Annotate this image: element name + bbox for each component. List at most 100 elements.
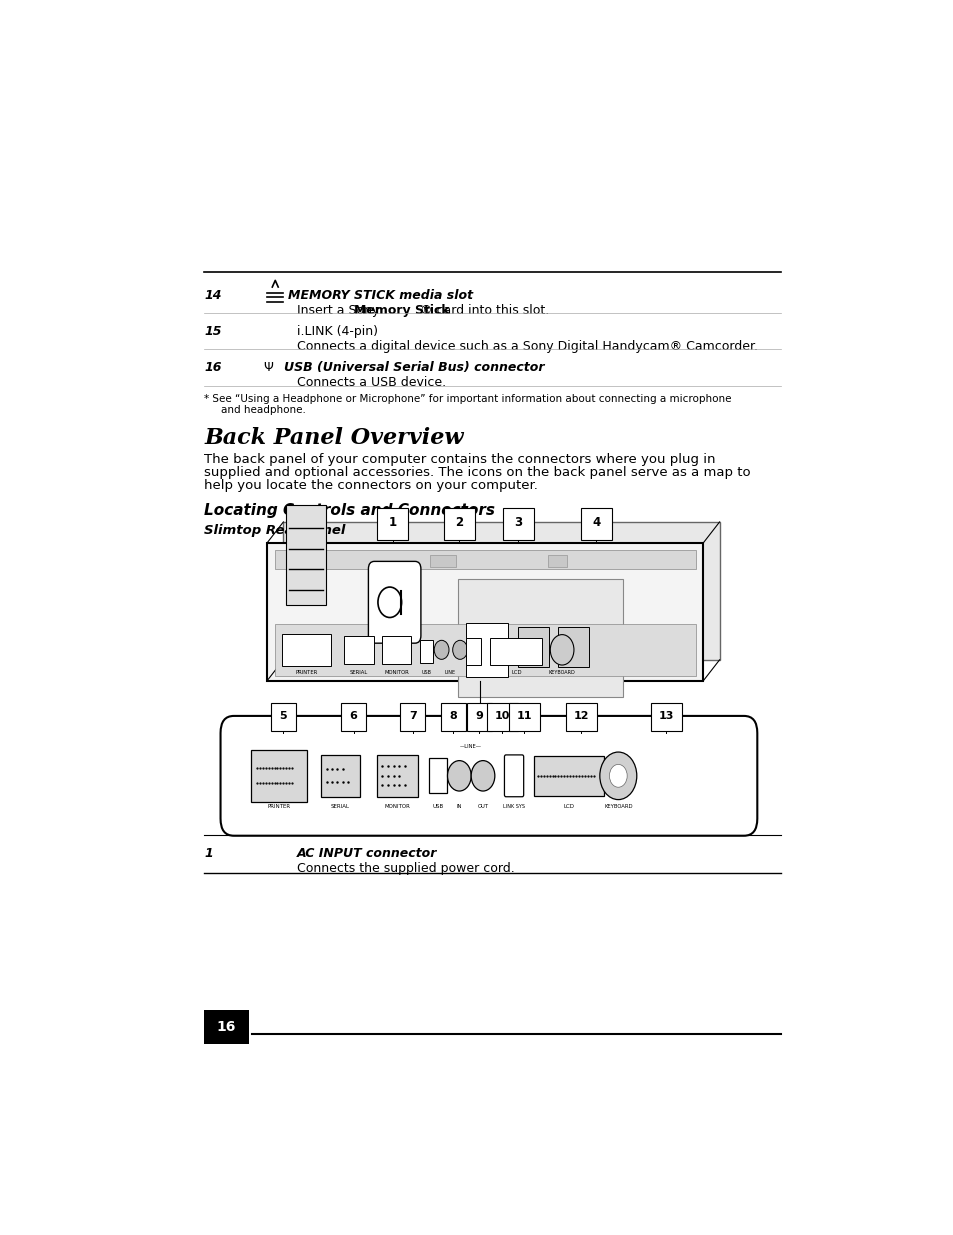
Text: 2: 2 [455,516,463,530]
Circle shape [609,764,626,787]
FancyBboxPatch shape [419,640,433,663]
Bar [274,624,696,676]
Text: USB: USB [432,804,443,809]
Text: LCD: LCD [511,671,521,676]
Text: OUT: OUT [476,804,488,809]
FancyBboxPatch shape [650,703,681,731]
Circle shape [471,761,495,792]
FancyBboxPatch shape [282,634,331,666]
FancyBboxPatch shape [429,758,446,793]
FancyBboxPatch shape [271,703,295,731]
Text: LINE: LINE [444,671,456,676]
FancyBboxPatch shape [565,703,597,731]
Bar [429,556,456,567]
Text: 6: 6 [350,711,357,721]
FancyBboxPatch shape [558,627,589,667]
Bar [547,556,566,567]
Text: ® card into this slot.: ® card into this slot. [419,304,549,317]
Bar [274,551,696,569]
FancyBboxPatch shape [440,703,465,731]
FancyBboxPatch shape [490,638,541,664]
Text: LCD: LCD [562,804,574,809]
FancyBboxPatch shape [368,562,420,643]
Text: Connects the supplied power cord.: Connects the supplied power cord. [296,862,514,876]
FancyBboxPatch shape [502,508,534,540]
Text: 1: 1 [388,516,396,530]
Bar [204,1010,249,1044]
FancyBboxPatch shape [504,755,523,797]
FancyBboxPatch shape [508,703,539,731]
Circle shape [434,640,449,659]
Text: and headphone.: and headphone. [220,405,305,415]
Text: KEYBOARD: KEYBOARD [548,671,575,676]
Circle shape [550,635,574,664]
FancyBboxPatch shape [376,755,417,797]
FancyBboxPatch shape [517,627,548,667]
Text: SERIAL: SERIAL [350,671,368,676]
FancyBboxPatch shape [267,543,702,680]
Text: 5: 5 [279,711,287,721]
Text: MONITOR: MONITOR [384,804,410,809]
FancyBboxPatch shape [466,703,492,731]
Text: 8: 8 [449,711,456,721]
Text: LINK SYS: LINK SYS [502,804,524,809]
Text: supplied and optional accessories. The icons on the back panel serve as a map to: supplied and optional accessories. The i… [204,466,750,479]
Bar [285,505,326,605]
Text: IN: IN [456,804,461,809]
Text: USB: USB [421,671,432,676]
Text: Memory Stick: Memory Stick [354,304,450,317]
Text: The back panel of your computer contains the connectors where you plug in: The back panel of your computer contains… [204,452,715,466]
FancyBboxPatch shape [443,508,475,540]
Text: —LINE—: —LINE— [459,745,481,750]
FancyBboxPatch shape [381,636,411,664]
Text: 11: 11 [517,711,532,721]
Text: Connects a digital device such as a Sony Digital Handycam® Camcorder.: Connects a digital device such as a Sony… [296,341,757,353]
Text: KEYBOARD: KEYBOARD [603,804,632,809]
Circle shape [599,752,637,799]
Text: 16: 16 [216,1020,236,1034]
Text: MONITOR: MONITOR [384,671,409,676]
Text: USB (Universal Serial Bus) connector: USB (Universal Serial Bus) connector [284,361,544,374]
Text: 7: 7 [409,711,416,721]
Text: 15: 15 [204,325,221,338]
FancyBboxPatch shape [321,755,359,797]
Text: PRINTER: PRINTER [294,671,317,676]
FancyBboxPatch shape [341,703,366,731]
Text: MEMORY STICK media slot: MEMORY STICK media slot [288,289,473,301]
Circle shape [453,640,467,659]
FancyBboxPatch shape [251,750,307,802]
Text: help you locate the connectors on your computer.: help you locate the connectors on your c… [204,479,537,492]
Text: 16: 16 [204,361,221,374]
Text: Insert a Sony: Insert a Sony [296,304,383,317]
FancyBboxPatch shape [344,636,374,664]
Text: i.LINK (4-pin): i.LINK (4-pin) [296,325,377,338]
Text: 10: 10 [494,711,510,721]
Text: 4: 4 [592,516,599,530]
Text: 13: 13 [658,711,674,721]
FancyBboxPatch shape [457,579,623,697]
Text: 1: 1 [204,847,213,860]
Text: Connects a USB device.: Connects a USB device. [296,377,445,389]
Text: Ψ: Ψ [263,361,273,374]
FancyBboxPatch shape [376,508,408,540]
FancyBboxPatch shape [465,622,508,677]
Text: PRINTER: PRINTER [267,804,291,809]
Text: 9: 9 [475,711,483,721]
Text: Slimtop Rear Panel: Slimtop Rear Panel [204,524,345,537]
FancyBboxPatch shape [465,638,480,664]
FancyBboxPatch shape [534,756,603,795]
FancyBboxPatch shape [220,716,757,836]
Text: * See “Using a Headphone or Microphone” for important information about connecti: * See “Using a Headphone or Microphone” … [204,394,731,404]
FancyBboxPatch shape [580,508,611,540]
Text: 12: 12 [573,711,588,721]
FancyBboxPatch shape [283,522,719,659]
FancyBboxPatch shape [400,703,425,731]
Circle shape [447,761,471,792]
Text: SERIAL: SERIAL [331,804,350,809]
Text: Back Panel Overview: Back Panel Overview [204,427,463,448]
FancyBboxPatch shape [486,703,517,731]
Text: 14: 14 [204,289,221,301]
Text: 3: 3 [514,516,522,530]
Text: Locating Controls and Connectors: Locating Controls and Connectors [204,503,495,517]
Text: AC INPUT connector: AC INPUT connector [296,847,436,860]
